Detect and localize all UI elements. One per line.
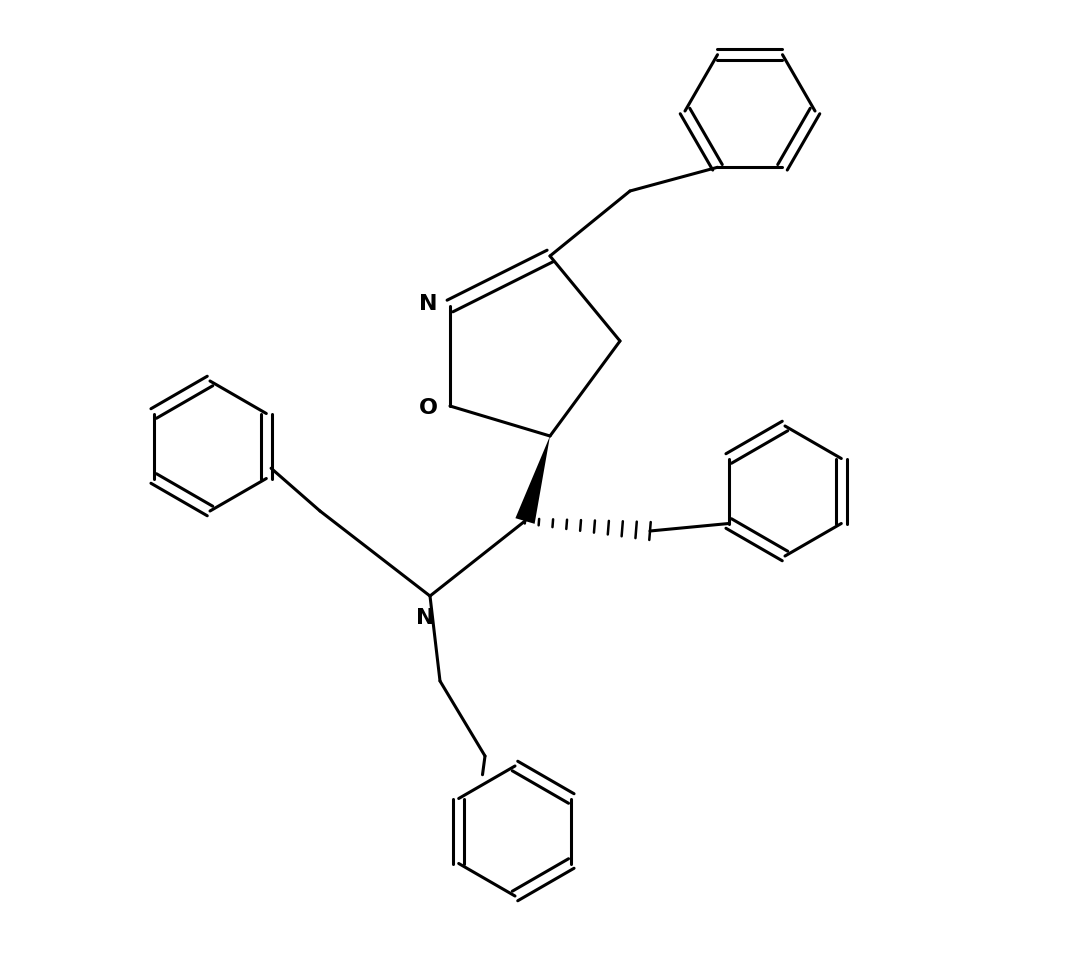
Text: O: O (418, 398, 437, 418)
Text: N: N (416, 608, 434, 628)
Text: N: N (419, 294, 437, 314)
Polygon shape (516, 436, 550, 524)
